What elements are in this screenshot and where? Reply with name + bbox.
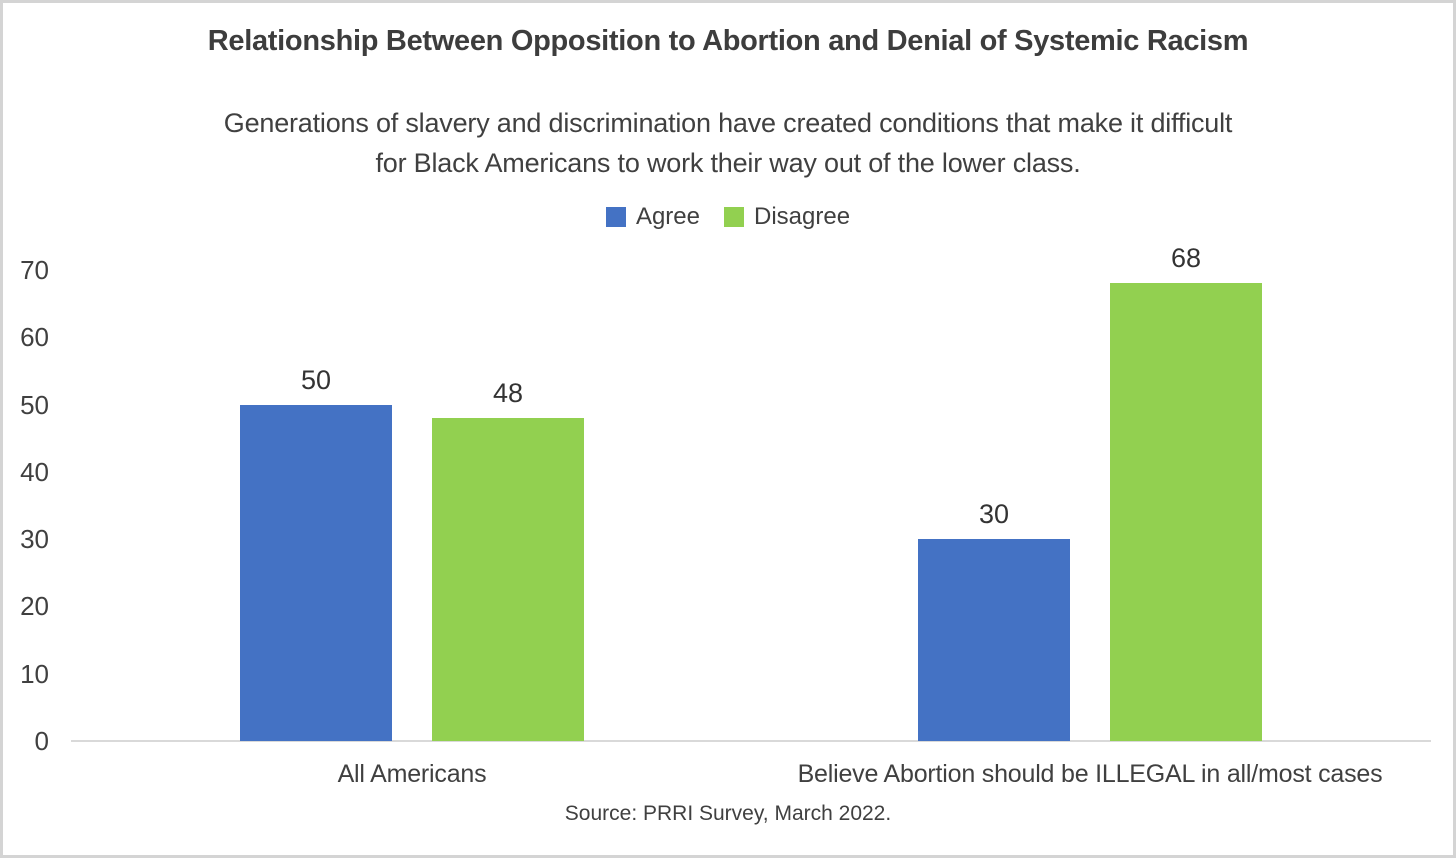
bar-agree-1 xyxy=(918,539,1070,741)
bar-disagree-0 xyxy=(432,418,584,741)
bar-value-label: 68 xyxy=(1170,243,1202,274)
bar-value-label: 50 xyxy=(300,364,332,395)
legend-label-disagree: Disagree xyxy=(754,203,851,230)
plot-area: 0 10 20 30 40 50 60 70 50 48 All Americans 30 68 Beli… xyxy=(3,3,1456,858)
chart-subtitle: Generations of slavery and discriminatio… xyxy=(3,103,1453,183)
bar-value-label: 30 xyxy=(978,499,1010,530)
y-tick-label: 60 xyxy=(20,322,49,353)
x-category-label: All Americans xyxy=(337,760,487,788)
subtitle-line-2: for Black Americans to work their way ou… xyxy=(375,148,1081,178)
legend-swatch-disagree xyxy=(724,207,744,227)
x-category-label: Believe Abortion should be ILLEGAL in al… xyxy=(797,760,1383,788)
y-tick-label: 30 xyxy=(20,524,49,555)
chart-title: Relationship Between Opposition to Abort… xyxy=(207,25,1249,57)
source-note: Source: PRRI Survey, March 2022. xyxy=(564,802,892,825)
legend-swatch-agree xyxy=(605,207,626,227)
y-tick-label: 0 xyxy=(34,726,49,756)
y-tick-label: 20 xyxy=(20,591,49,622)
bar-disagree-1 xyxy=(1110,283,1262,741)
legend-item-disagree: Disagree xyxy=(724,203,850,231)
y-tick-label: 50 xyxy=(20,389,49,420)
y-tick-label: 40 xyxy=(20,456,49,487)
chart-legend: Agree Disagree xyxy=(3,203,1453,231)
subtitle-line-1: Generations of slavery and discriminatio… xyxy=(223,108,1233,138)
bar-value-label: 48 xyxy=(492,378,524,409)
x-axis-baseline xyxy=(71,740,1431,742)
y-tick-label: 70 xyxy=(20,255,49,285)
bar-agree-0 xyxy=(240,404,392,741)
legend-item-agree: Agree xyxy=(605,203,700,231)
legend-label-agree: Agree xyxy=(635,203,700,230)
y-tick-label: 10 xyxy=(20,658,49,689)
